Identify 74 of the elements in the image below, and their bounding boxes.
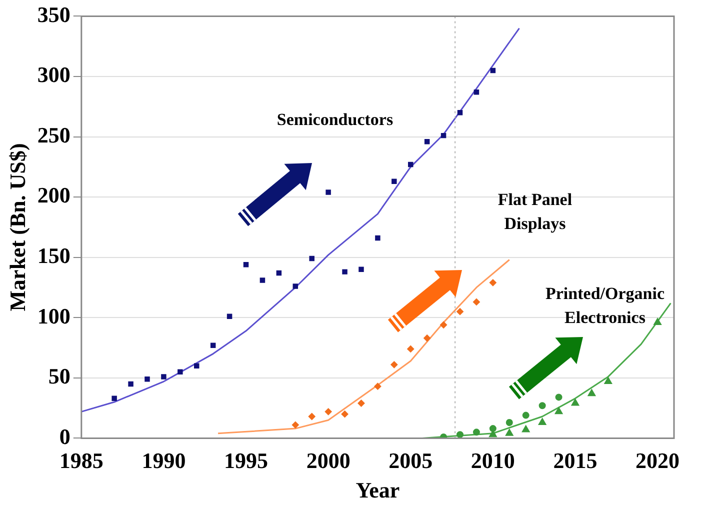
point bbox=[390, 361, 398, 368]
point bbox=[457, 110, 463, 116]
point bbox=[309, 256, 314, 262]
point bbox=[489, 425, 496, 432]
x-tick-label: 2010 bbox=[470, 448, 515, 474]
annotation: Printed/Organic Electronics bbox=[544, 283, 666, 329]
point bbox=[292, 421, 299, 428]
y-tick-label: 100 bbox=[37, 303, 70, 328]
point bbox=[506, 419, 513, 426]
point bbox=[554, 407, 563, 414]
point bbox=[440, 433, 448, 438]
point bbox=[358, 400, 365, 407]
point bbox=[326, 190, 331, 195]
point bbox=[358, 266, 364, 272]
y-tick-label: 150 bbox=[37, 243, 70, 268]
point bbox=[456, 308, 464, 316]
point bbox=[588, 389, 596, 396]
point bbox=[505, 428, 514, 436]
point bbox=[654, 318, 662, 325]
x-tick-label: 1995 bbox=[224, 448, 268, 474]
point bbox=[472, 428, 480, 436]
point bbox=[604, 377, 612, 384]
point bbox=[178, 369, 183, 375]
point bbox=[276, 270, 282, 276]
point bbox=[292, 284, 298, 289]
point bbox=[538, 402, 546, 410]
point bbox=[440, 132, 446, 138]
y-tick-label: 200 bbox=[37, 182, 70, 208]
point bbox=[128, 381, 134, 387]
point bbox=[555, 394, 562, 401]
point bbox=[538, 418, 546, 426]
annotation: Flat Panel Displays bbox=[496, 189, 574, 235]
point bbox=[522, 412, 530, 419]
point bbox=[341, 410, 348, 418]
x-tick-label: 2000 bbox=[306, 448, 350, 474]
point bbox=[144, 376, 150, 382]
y-tick-label: 250 bbox=[37, 122, 70, 148]
point bbox=[424, 138, 430, 144]
point bbox=[474, 90, 480, 95]
point bbox=[112, 396, 117, 402]
point bbox=[342, 269, 348, 274]
point bbox=[243, 262, 249, 268]
point bbox=[375, 235, 380, 241]
point bbox=[408, 162, 414, 168]
point bbox=[210, 342, 216, 348]
point bbox=[571, 398, 580, 406]
y-tick-label: 0 bbox=[59, 424, 70, 449]
y-axis-title: Market (Bn. US$) bbox=[4, 143, 30, 312]
point bbox=[490, 68, 496, 74]
point bbox=[308, 412, 316, 420]
point bbox=[489, 279, 496, 286]
x-tick-label: 2015 bbox=[553, 448, 598, 474]
point bbox=[374, 382, 382, 390]
point bbox=[226, 314, 232, 320]
point bbox=[440, 321, 448, 328]
point bbox=[194, 363, 200, 368]
point bbox=[472, 298, 480, 306]
point bbox=[161, 374, 166, 380]
point bbox=[392, 178, 397, 184]
x-tick-label: 2005 bbox=[388, 448, 433, 474]
annotation: Semiconductors bbox=[276, 109, 394, 131]
y-tick-label: 50 bbox=[48, 364, 70, 389]
point bbox=[456, 431, 464, 438]
point bbox=[324, 408, 332, 416]
point bbox=[522, 425, 530, 432]
x-tick-label: 2020 bbox=[636, 448, 680, 474]
point bbox=[424, 334, 431, 342]
x-tick-label: 1990 bbox=[142, 448, 186, 474]
y-tick-label: 350 bbox=[37, 2, 70, 27]
point bbox=[260, 278, 266, 283]
point bbox=[407, 345, 414, 352]
x-tick-label: 1985 bbox=[59, 448, 104, 474]
x-axis-title: Year bbox=[356, 477, 400, 502]
y-tick-label: 300 bbox=[37, 62, 70, 88]
